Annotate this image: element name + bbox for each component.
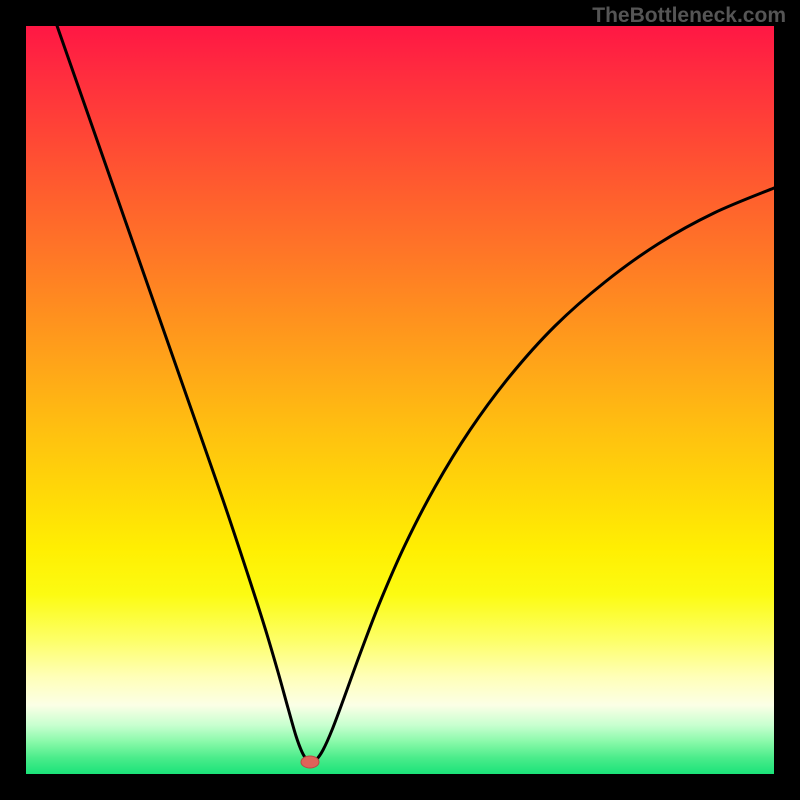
bottleneck-chart: TheBottleneck.com — [0, 0, 800, 800]
watermark-text: TheBottleneck.com — [592, 4, 786, 27]
optimum-marker — [301, 756, 319, 768]
plot-background — [26, 26, 774, 774]
